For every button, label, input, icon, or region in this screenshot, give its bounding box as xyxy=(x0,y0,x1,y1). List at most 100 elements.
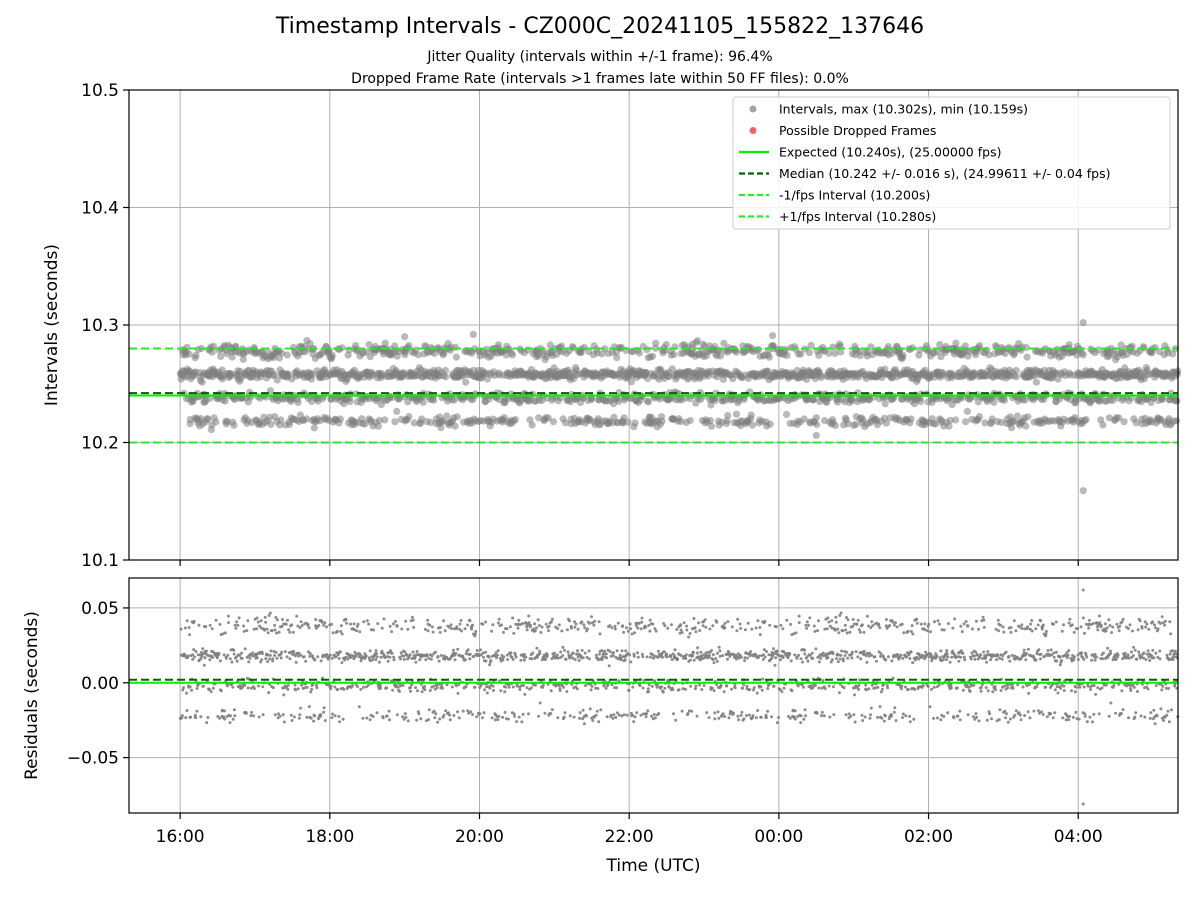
interval-point xyxy=(224,656,228,660)
interval-point xyxy=(831,652,835,656)
interval-point xyxy=(450,627,454,631)
interval-point xyxy=(471,713,474,716)
interval-point xyxy=(544,622,548,626)
interval-point xyxy=(1041,713,1045,716)
interval-point xyxy=(732,410,741,418)
interval-point xyxy=(294,660,298,664)
interval-point xyxy=(517,618,521,622)
interval-point xyxy=(577,659,581,662)
interval-point xyxy=(1037,648,1041,652)
interval-point xyxy=(721,712,725,716)
interval-point xyxy=(985,660,989,664)
interval-point xyxy=(405,342,413,350)
interval-point xyxy=(528,421,536,429)
interval-point xyxy=(506,717,510,721)
interval-point xyxy=(339,630,343,633)
interval-point xyxy=(683,687,687,691)
interval-point xyxy=(837,691,841,695)
interval-point xyxy=(763,655,767,659)
interval-point xyxy=(717,716,721,720)
interval-point xyxy=(310,424,318,432)
interval-point xyxy=(807,623,811,627)
interval-point xyxy=(712,689,716,693)
interval-point xyxy=(274,650,278,654)
interval-point xyxy=(685,624,689,628)
interval-point xyxy=(352,628,356,632)
interval-point xyxy=(804,714,807,718)
interval-point xyxy=(647,690,650,694)
interval-point xyxy=(788,716,792,720)
interval-point xyxy=(183,626,187,630)
interval-point xyxy=(454,651,458,655)
interval-point xyxy=(998,656,1002,660)
interval-point xyxy=(246,619,250,623)
interval-point xyxy=(644,398,653,406)
interval-point xyxy=(518,688,522,691)
interval-point xyxy=(336,415,344,423)
interval-point xyxy=(1044,630,1048,633)
interval-point xyxy=(862,649,866,653)
interval-point xyxy=(527,712,530,716)
interval-point xyxy=(393,407,401,415)
interval-point xyxy=(995,719,999,723)
interval-point xyxy=(257,684,260,688)
interval-point xyxy=(236,623,240,627)
interval-point xyxy=(338,344,346,352)
interval-point xyxy=(1075,685,1078,689)
interval-point xyxy=(1050,653,1054,657)
interval-point xyxy=(799,714,803,718)
interval-point xyxy=(724,411,732,419)
interval-point xyxy=(296,687,300,691)
interval-point xyxy=(1067,621,1071,625)
interval-point xyxy=(979,689,983,693)
interval-point xyxy=(214,618,218,622)
interval-point xyxy=(580,648,584,652)
interval-point xyxy=(188,633,192,637)
interval-point xyxy=(618,653,622,657)
interval-point xyxy=(723,715,727,718)
interval-point xyxy=(959,649,963,653)
interval-point xyxy=(841,629,845,633)
interval-point xyxy=(986,650,990,653)
interval-point xyxy=(761,677,765,681)
interval-point xyxy=(1006,686,1010,690)
interval-point xyxy=(374,422,382,430)
interval-point xyxy=(793,717,797,721)
interval-point xyxy=(961,688,965,692)
interval-point xyxy=(562,715,566,719)
interval-point xyxy=(750,627,754,631)
interval-point xyxy=(179,627,183,631)
interval-point xyxy=(1013,412,1022,420)
interval-point xyxy=(610,683,614,687)
interval-point xyxy=(255,627,259,631)
interval-point xyxy=(674,718,678,722)
interval-point xyxy=(704,625,708,629)
interval-point xyxy=(309,716,313,720)
interval-point xyxy=(235,659,239,663)
interval-point xyxy=(299,620,303,624)
interval-point xyxy=(1034,627,1038,631)
interval-point xyxy=(1052,655,1056,659)
interval-point xyxy=(693,337,702,345)
interval-point xyxy=(800,415,808,423)
interval-point xyxy=(754,716,758,720)
interval-point xyxy=(850,650,854,654)
interval-point xyxy=(537,714,540,718)
interval-point xyxy=(923,622,927,626)
interval-point xyxy=(309,690,313,694)
interval-point xyxy=(611,716,615,720)
interval-point xyxy=(594,653,598,657)
interval-point xyxy=(310,687,314,691)
interval-point xyxy=(231,717,235,721)
interval-point xyxy=(600,649,604,653)
interval-point xyxy=(337,714,341,718)
interval-point xyxy=(986,689,990,693)
interval-point xyxy=(204,415,212,423)
interval-point xyxy=(1040,627,1044,631)
interval-point xyxy=(1051,716,1055,720)
interval-point xyxy=(201,684,205,688)
interval-point xyxy=(491,684,495,688)
interval-point xyxy=(223,717,227,721)
interval-point xyxy=(747,411,755,419)
interval-point xyxy=(314,618,318,621)
